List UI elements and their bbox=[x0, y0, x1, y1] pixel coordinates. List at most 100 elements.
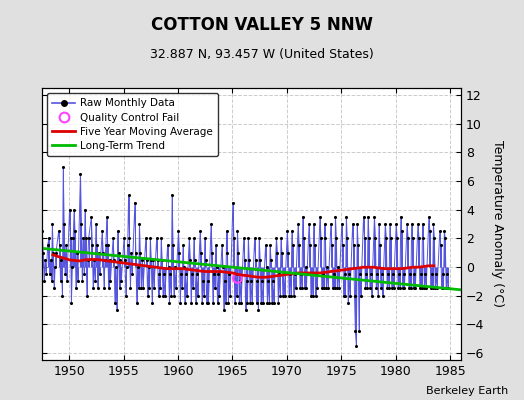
Point bbox=[308, 271, 316, 277]
Point bbox=[288, 228, 296, 234]
Point bbox=[290, 271, 299, 277]
Point bbox=[208, 250, 216, 256]
Point bbox=[273, 250, 281, 256]
Point bbox=[444, 285, 452, 292]
Point bbox=[124, 192, 133, 198]
Point bbox=[73, 278, 82, 284]
Point bbox=[354, 242, 362, 249]
Point bbox=[127, 250, 136, 256]
Point bbox=[294, 221, 302, 227]
Point bbox=[54, 228, 63, 234]
Point bbox=[345, 271, 353, 277]
Point bbox=[138, 256, 146, 263]
Point bbox=[351, 328, 359, 334]
Point bbox=[232, 271, 240, 277]
Point bbox=[254, 307, 263, 313]
Point bbox=[95, 271, 104, 277]
Point bbox=[48, 221, 57, 227]
Point bbox=[222, 300, 230, 306]
Point bbox=[150, 285, 158, 292]
Point bbox=[409, 285, 418, 292]
Point bbox=[306, 242, 314, 249]
Point bbox=[310, 221, 318, 227]
Point bbox=[331, 285, 339, 292]
Point bbox=[305, 221, 313, 227]
Point bbox=[425, 228, 434, 234]
Point bbox=[68, 264, 77, 270]
Point bbox=[333, 285, 342, 292]
Point bbox=[387, 235, 395, 242]
Point bbox=[257, 300, 265, 306]
Point bbox=[443, 271, 451, 277]
Point bbox=[185, 235, 193, 242]
Point bbox=[214, 271, 223, 277]
Point bbox=[62, 242, 70, 249]
Point bbox=[372, 285, 380, 292]
Point bbox=[122, 292, 130, 299]
Point bbox=[269, 278, 277, 284]
Point bbox=[237, 300, 245, 306]
Point bbox=[106, 278, 115, 284]
Legend: Raw Monthly Data, Quality Control Fail, Five Year Moving Average, Long-Term Tren: Raw Monthly Data, Quality Control Fail, … bbox=[47, 93, 219, 156]
Point bbox=[110, 256, 118, 263]
Point bbox=[102, 242, 110, 249]
Point bbox=[253, 300, 261, 306]
Point bbox=[395, 271, 403, 277]
Point bbox=[352, 342, 361, 349]
Point bbox=[302, 285, 311, 292]
Point bbox=[263, 264, 271, 270]
Point bbox=[357, 292, 365, 299]
Point bbox=[431, 285, 440, 292]
Point bbox=[191, 256, 199, 263]
Point bbox=[396, 285, 404, 292]
Point bbox=[83, 292, 91, 299]
Point bbox=[209, 300, 217, 306]
Point bbox=[320, 285, 328, 292]
Point bbox=[335, 285, 343, 292]
Point bbox=[89, 285, 97, 292]
Point bbox=[66, 206, 74, 213]
Point bbox=[301, 264, 310, 270]
Point bbox=[300, 235, 308, 242]
Point bbox=[299, 214, 307, 220]
Point bbox=[130, 199, 139, 206]
Point bbox=[339, 242, 347, 249]
Point bbox=[233, 228, 242, 234]
Point bbox=[267, 256, 275, 263]
Point bbox=[176, 300, 184, 306]
Point bbox=[377, 285, 385, 292]
Point bbox=[224, 300, 233, 306]
Point bbox=[200, 292, 208, 299]
Point bbox=[348, 221, 357, 227]
Point bbox=[215, 292, 223, 299]
Point bbox=[428, 271, 436, 277]
Point bbox=[359, 214, 368, 220]
Point bbox=[71, 228, 79, 234]
Point bbox=[330, 271, 338, 277]
Point bbox=[250, 235, 259, 242]
Point bbox=[225, 271, 234, 277]
Point bbox=[340, 271, 348, 277]
Point bbox=[312, 271, 321, 277]
Point bbox=[261, 242, 270, 249]
Text: COTTON VALLEY 5 NNW: COTTON VALLEY 5 NNW bbox=[151, 16, 373, 34]
Point bbox=[385, 285, 393, 292]
Point bbox=[286, 271, 294, 277]
Point bbox=[253, 278, 261, 284]
Point bbox=[212, 242, 220, 249]
Point bbox=[143, 256, 151, 263]
Point bbox=[392, 221, 400, 227]
Point bbox=[239, 235, 248, 242]
Point bbox=[344, 300, 353, 306]
Point bbox=[427, 285, 435, 292]
Point bbox=[367, 292, 376, 299]
Point bbox=[328, 242, 336, 249]
Point bbox=[134, 264, 142, 270]
Point bbox=[104, 242, 112, 249]
Point bbox=[346, 292, 354, 299]
Point bbox=[280, 292, 289, 299]
Point bbox=[41, 256, 49, 263]
Point bbox=[230, 235, 238, 242]
Point bbox=[105, 256, 114, 263]
Point bbox=[103, 214, 111, 220]
